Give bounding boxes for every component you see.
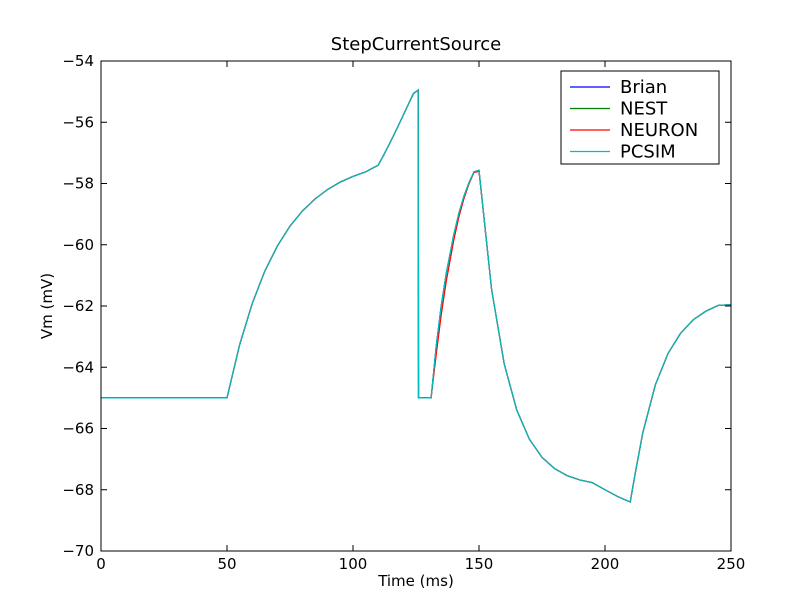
x-axis-label: Time (ms) xyxy=(377,572,454,590)
series-line-pcsim xyxy=(101,88,732,503)
y-tick-label: −60 xyxy=(62,236,94,254)
legend-label-neuron: NEURON xyxy=(620,120,698,141)
x-tick-label: 200 xyxy=(591,555,620,573)
y-tick-label: −54 xyxy=(62,52,94,70)
y-tick-label: −66 xyxy=(62,420,94,438)
chart-title: StepCurrentSource xyxy=(331,34,501,55)
y-tick-label: −68 xyxy=(62,481,94,499)
x-tick-label: 250 xyxy=(717,555,746,573)
y-axis-label: Vm (mV) xyxy=(38,273,56,339)
ticks-layer: 0 50 100 150 200 250 −70 −68 −66 −64 −62 −60 −58 −56 −… xyxy=(62,52,745,573)
series-layer xyxy=(101,88,732,503)
legend-label-brian: Brian xyxy=(620,77,667,98)
y-tick-label: −70 xyxy=(62,542,94,560)
y-tick-label: −56 xyxy=(62,113,94,131)
legend-label-pcsim: PCSIM xyxy=(620,142,676,163)
x-tick-label: 50 xyxy=(217,555,236,573)
x-tick-label: 100 xyxy=(339,555,368,573)
x-tick-label: 0 xyxy=(96,555,106,573)
y-tick-label: −58 xyxy=(62,175,94,193)
legend-label-nest: NEST xyxy=(620,99,668,120)
y-tick-label: −64 xyxy=(62,358,94,376)
x-tick-label: 150 xyxy=(465,555,494,573)
y-tick-label: −62 xyxy=(62,297,94,315)
